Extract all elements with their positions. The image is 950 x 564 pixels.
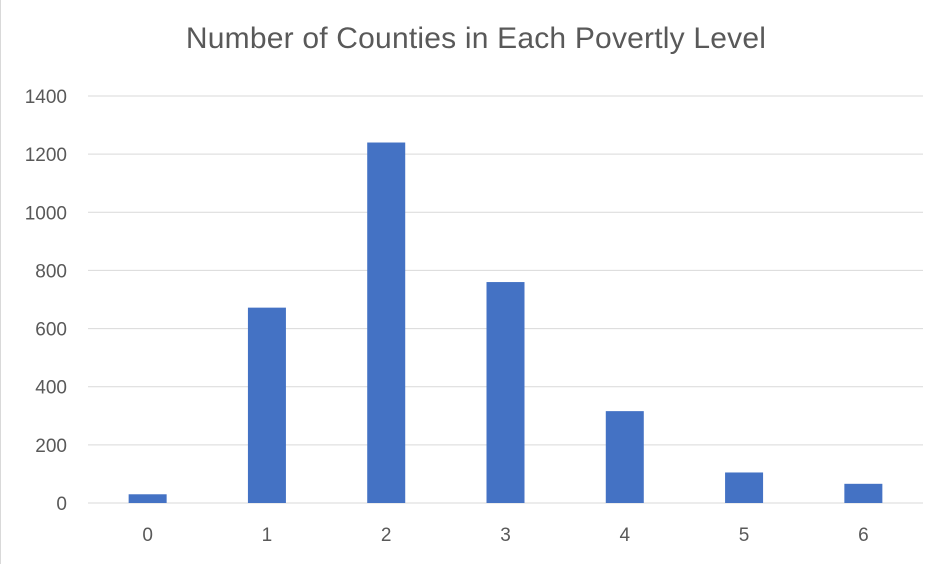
- x-tick-label: 1: [262, 525, 273, 546]
- y-tick-label: 400: [35, 378, 67, 399]
- y-tick-label: 800: [35, 261, 67, 282]
- bar-2: [367, 142, 406, 503]
- x-tick-label: 5: [739, 525, 750, 546]
- y-tick-label: 1400: [25, 87, 67, 108]
- bar-4: [605, 411, 644, 503]
- y-tick-label: 1200: [25, 145, 67, 166]
- bar-1: [247, 307, 286, 503]
- y-tick-label: 1000: [25, 203, 67, 224]
- x-axis: 0 1 2 3 4 5 6: [142, 525, 868, 546]
- chart-title: Number of Counties in Each Povertly Leve…: [185, 22, 767, 55]
- x-tick-label: 6: [858, 525, 869, 546]
- bar-0: [128, 494, 167, 503]
- x-tick-label: 0: [142, 525, 153, 546]
- bars: [128, 142, 883, 503]
- y-axis: 0 200 400 600 800 1000 1200 1400: [25, 87, 67, 515]
- y-tick-label: 0: [56, 494, 67, 515]
- x-tick-label: 3: [500, 525, 511, 546]
- y-tick-label: 600: [35, 320, 67, 341]
- bar-6: [844, 483, 883, 503]
- bar-5: [725, 472, 764, 503]
- x-tick-label: 2: [381, 525, 392, 546]
- x-tick-label: 4: [619, 525, 630, 546]
- y-tick-label: 200: [35, 436, 67, 457]
- bar-3: [486, 282, 525, 503]
